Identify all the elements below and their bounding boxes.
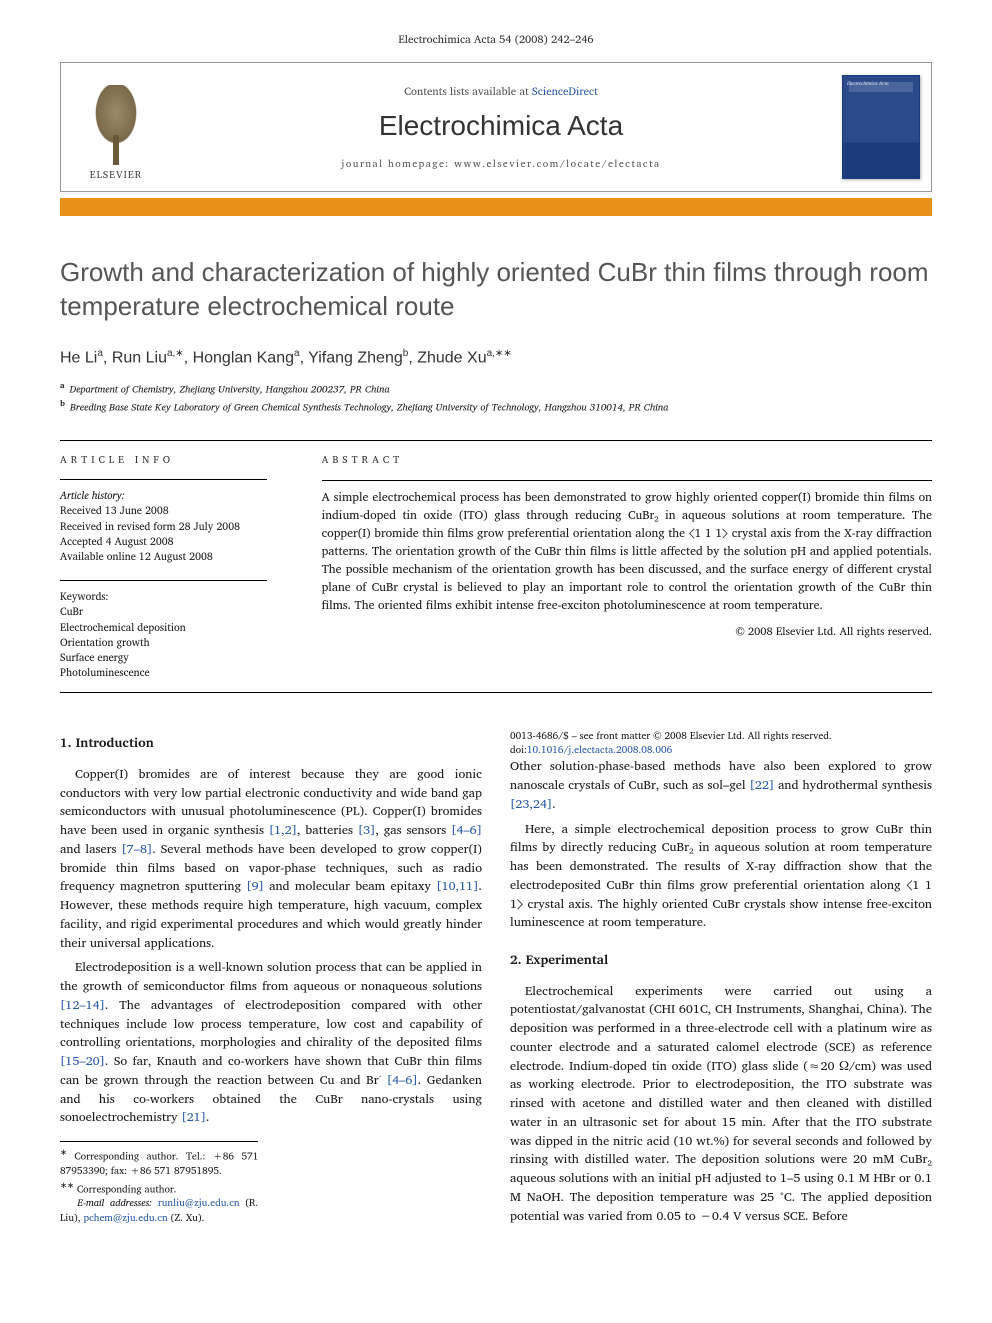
journal-homepage-line: journal homepage: www.elsevier.com/locat… [341,156,660,172]
citation-ref[interactable]: [4–6] [451,820,482,840]
s1-p2: Electrodeposition is a well-known soluti… [60,958,482,1127]
citation-ref[interactable]: [4–6] [387,1070,418,1090]
homepage-prefix: journal homepage: [341,156,454,172]
keywords-label: Keywords: [60,589,304,604]
abstract-label: ABSTRACT [322,453,932,472]
doi-block: 0013-4686/$ – see front matter © 2008 El… [510,729,932,757]
running-header: Electrochimica Acta 54 (2008) 242–246 [60,30,932,48]
article-body: 1. Introduction Copper(I) bromides are o… [60,729,932,1235]
info-abstract-block: ARTICLE INFO Article history: Received 1… [60,440,932,694]
email-2-who: (Z. Xu). [171,1210,205,1226]
article-info-label: ARTICLE INFO [60,453,304,472]
citation-ref[interactable]: [10,11] [436,876,478,896]
citation-ref[interactable]: [1,2] [269,820,297,840]
footnote-star2: ∗∗ Corresponding author. [60,1179,258,1197]
orange-divider-bar [60,198,932,216]
citation-ref[interactable]: [21] [181,1107,206,1127]
journal-name: Electrochimica Acta [379,110,623,142]
citation-ref[interactable]: [23,24] [510,794,552,814]
journal-cover-thumbnail: Electrochimica Acta [842,75,920,179]
publisher-name: ELSEVIER [81,167,151,183]
footnote-star1-text: Corresponding author. Tel.: +86 571 8795… [60,1149,258,1180]
section-2-heading: 2. Experimental [510,950,932,970]
masthead: ELSEVIER Contents lists available at Sci… [60,62,932,192]
abstract-text: A simple electrochemical process has bee… [322,489,932,615]
s1-p1: Copper(I) bromides are of interest becau… [60,765,482,953]
s1-p3: Other solution-phase-based methods have … [510,757,932,813]
homepage-url[interactable]: www.elsevier.com/locate/electacta [454,156,660,172]
abstract-column: ABSTRACT A simple electrochemical proces… [322,441,932,693]
email-2[interactable]: pchem@zju.edu.cn [84,1210,168,1226]
front-matter-line: 0013-4686/$ – see front matter © 2008 El… [510,729,932,743]
footnote-emails: E-mail addresses: runliu@zju.edu.cn (R. … [60,1196,258,1225]
sciencedirect-link[interactable]: ScienceDirect [532,82,598,100]
section-1-heading: 1. Introduction [60,733,482,753]
citation-ref[interactable]: [15–20] [60,1051,105,1071]
citation-ref[interactable]: [22] [750,775,775,795]
affiliations: a Department of Chemistry, Zhejiang Univ… [60,379,932,416]
citation-ref[interactable]: [3] [358,820,376,840]
abstract-copyright: © 2008 Elsevier Ltd. All rights reserved… [322,623,932,640]
keywords-block: Keywords: CuBrElectrochemical deposition… [60,589,304,680]
citation-ref[interactable]: [12–14] [60,995,105,1015]
contents-available-line: Contents lists available at ScienceDirec… [404,82,598,100]
article-info-column: ARTICLE INFO Article history: Received 1… [60,441,322,693]
authors-line: He Lia, Run Liua,∗, Honglan Kanga, Yifan… [60,348,932,367]
article-title: Growth and characterization of highly or… [60,256,932,324]
footnotes: ∗ Corresponding author. Tel.: +86 571 87… [60,1141,258,1225]
s1-p4: Here, a simple electrochemical depositio… [510,820,932,933]
contents-prefix: Contents lists available at [404,82,532,100]
history-line: Available online 12 August 2008 [60,549,304,564]
keyword: Photoluminescence [60,665,304,680]
journal-cover-title: Electrochimica Acta [847,80,915,88]
citation-ref[interactable]: [9] [246,876,264,896]
article-history: Article history: Received 13 June 2008Re… [60,488,304,564]
publisher-logo-block: ELSEVIER [61,63,171,191]
citation-ref[interactable]: [7–8] [121,839,152,859]
s2-p1: Electrochemical experiments were carried… [510,982,932,1226]
elsevier-tree-icon [81,85,151,165]
footnote-star1: ∗ Corresponding author. Tel.: +86 571 87… [60,1146,258,1178]
